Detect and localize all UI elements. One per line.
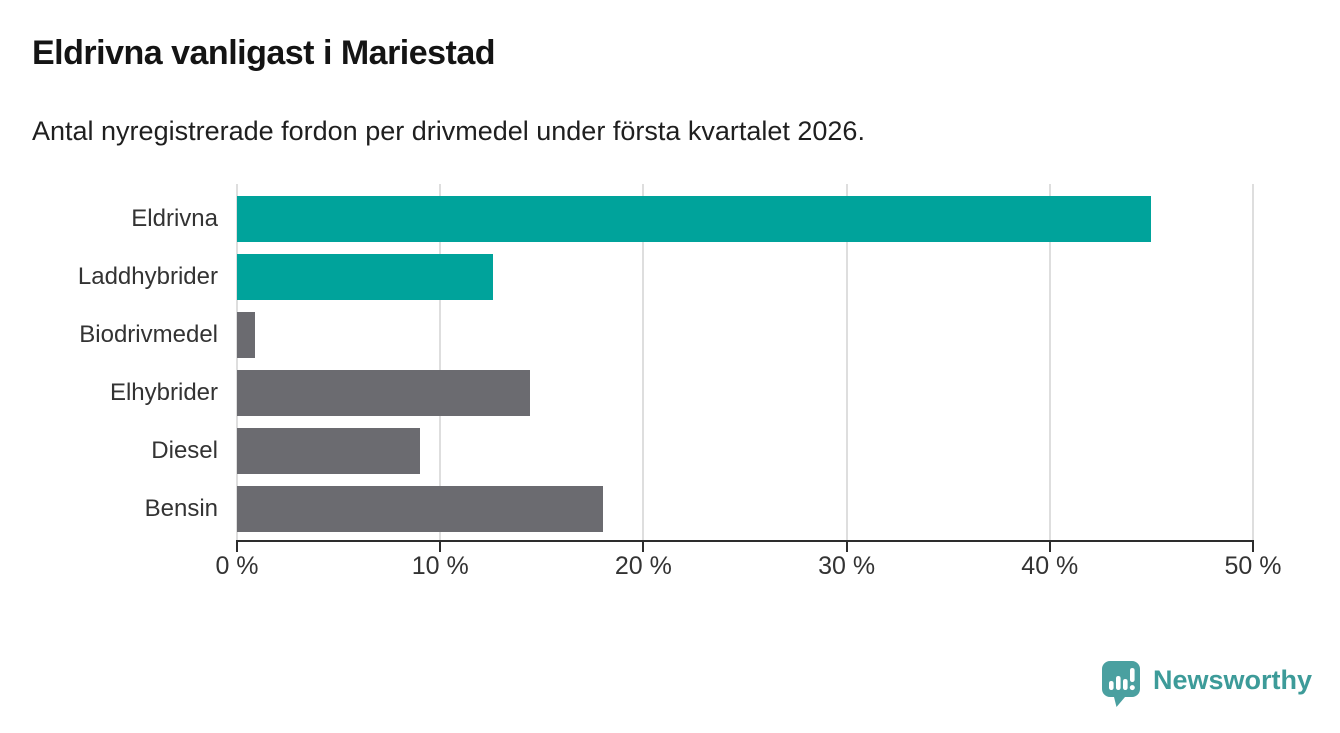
x-tick-10 — [439, 540, 442, 552]
newsworthy-logo: Newsworthy — [1101, 660, 1312, 708]
chart-title: Eldrivna vanligast i Mariestad — [32, 34, 496, 72]
x-tick-0 — [236, 540, 238, 552]
gridline-40 — [1048, 184, 1051, 541]
logo-wordmark: Newsworthy — [1153, 664, 1313, 695]
gridline-50 — [1252, 184, 1254, 541]
category-label-bensin: Bensin — [144, 495, 218, 522]
gridline-0 — [236, 184, 238, 541]
chart-subtitle: Antal nyregistrerade fordon per drivmede… — [32, 116, 865, 146]
category-axis-labels: Eldrivna Laddhybrider Biodrivmedel Elhybrid… — [0, 184, 218, 541]
x-tick-label-50: 50 % — [1224, 552, 1282, 580]
bar-chart-speech-bubble-icon — [1102, 661, 1140, 707]
category-label-diesel: Diesel — [151, 437, 218, 464]
bar-biodrivmedel — [237, 312, 256, 358]
plot-area — [236, 184, 1254, 541]
category-label-biodrivmedel: Biodrivmedel — [79, 321, 218, 348]
x-tick-label-0: 0 % — [215, 552, 259, 580]
bar-eldrivna — [237, 196, 1152, 242]
x-tick-label-40: 40 % — [1021, 552, 1079, 580]
bar-laddhybrider — [237, 254, 494, 300]
x-tick-label-10: 10 % — [411, 552, 469, 580]
x-tick-label-30: 30 % — [818, 552, 876, 580]
x-tick-label-20: 20 % — [614, 552, 672, 580]
x-tick-50 — [1252, 540, 1254, 552]
bar-diesel — [237, 428, 420, 474]
category-label-eldrivna: Eldrivna — [131, 205, 218, 232]
gridline-10 — [439, 184, 442, 541]
gridline-30 — [845, 184, 848, 541]
x-tick-30 — [845, 540, 848, 552]
x-tick-20 — [642, 540, 645, 552]
bar-bensin — [237, 486, 603, 532]
category-label-elhybrider: Elhybrider — [109, 379, 218, 406]
category-label-laddhybrider: Laddhybrider — [77, 263, 218, 290]
gridline-20 — [642, 184, 645, 541]
bar-elhybrider — [237, 370, 530, 416]
x-axis-line — [236, 540, 1254, 542]
x-tick-40 — [1048, 540, 1051, 552]
